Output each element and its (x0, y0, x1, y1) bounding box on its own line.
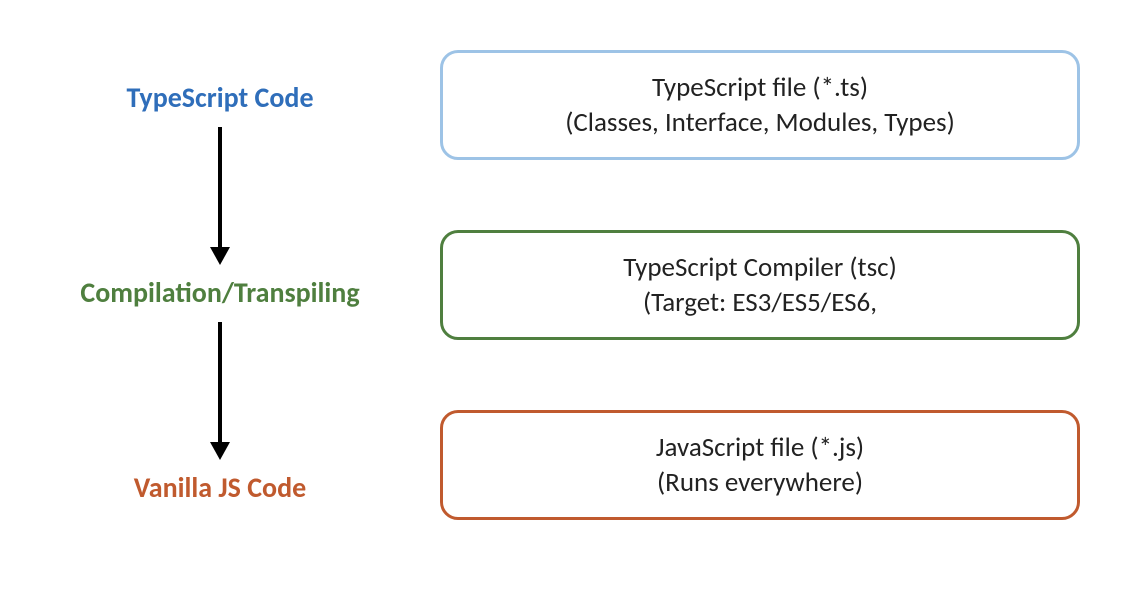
box-javascript-file: JavaScript file (*.js) (Runs everywhere) (440, 410, 1080, 520)
arrow-1-head (210, 247, 230, 265)
arrow-2-line (218, 322, 222, 442)
box-line: (Runs everywhere) (657, 465, 863, 500)
box-line: TypeScript Compiler (tsc) (623, 250, 897, 285)
right-column: TypeScript file (*.ts) (Classes, Interfa… (440, 50, 1080, 520)
arrow-2-head (210, 442, 230, 460)
box-gap (440, 160, 1080, 230)
box-gap (440, 340, 1080, 410)
box-line: (Classes, Interface, Modules, Types) (565, 105, 955, 140)
stage-label-vanilla-js: Vanilla JS Code (134, 470, 306, 505)
arrow-1-line (218, 127, 222, 247)
left-column: TypeScript Code Compilation/Transpiling … (30, 80, 410, 505)
box-line: (Target: ES3/ES5/ES6, (643, 285, 877, 320)
arrow-1 (210, 127, 230, 265)
box-line: JavaScript file (*.js) (656, 430, 864, 465)
box-compiler: TypeScript Compiler (tsc) (Target: ES3/E… (440, 230, 1080, 340)
stage-label-typescript-code: TypeScript Code (126, 80, 313, 115)
box-typescript-file: TypeScript file (*.ts) (Classes, Interfa… (440, 50, 1080, 160)
box-line: TypeScript file (*.ts) (652, 70, 868, 105)
stage-label-compilation: Compilation/Transpiling (80, 275, 359, 310)
arrow-2 (210, 322, 230, 460)
